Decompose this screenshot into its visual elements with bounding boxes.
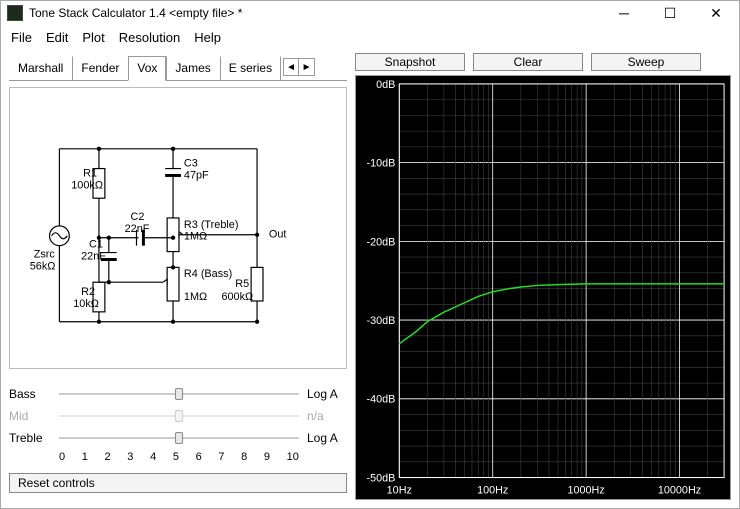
value-c2: 22nF — [125, 223, 150, 235]
tab-scroll-right[interactable]: ► — [299, 58, 315, 76]
slider-treble[interactable] — [59, 431, 299, 445]
svg-text:10Hz: 10Hz — [387, 484, 412, 496]
svg-text:-10dB: -10dB — [367, 157, 396, 169]
menu-help[interactable]: Help — [194, 30, 221, 45]
label-r2: R2 — [81, 286, 95, 298]
label-r4: R4 (Bass) — [184, 268, 232, 280]
svg-text:-20dB: -20dB — [367, 236, 396, 248]
svg-text:1000Hz: 1000Hz — [567, 484, 604, 496]
maximize-button[interactable]: ☐ — [647, 1, 693, 26]
value-zsrc: 56kΩ — [30, 260, 56, 272]
label-c2: C2 — [131, 211, 145, 223]
label-zsrc: Zsrc — [34, 248, 56, 260]
scale-tick: 2 — [105, 451, 111, 463]
scale-tick: 7 — [218, 451, 224, 463]
scale-tick: 6 — [196, 451, 202, 463]
menu-resolution[interactable]: Resolution — [119, 30, 180, 45]
scale-tick: 4 — [150, 451, 156, 463]
value-r4: 1MΩ — [184, 291, 207, 303]
left-panel: Marshall Fender Vox James E series ◄ ► — [9, 51, 347, 500]
slider-bass-label: Bass — [9, 387, 59, 401]
scale-tick: 10 — [287, 451, 299, 463]
value-r5: 600kΩ — [221, 291, 253, 303]
slider-mid-row: Mid n/a — [9, 405, 347, 427]
tab-vox[interactable]: Vox — [128, 56, 166, 81]
tab-marshall[interactable]: Marshall — [9, 56, 72, 80]
content-area: Marshall Fender Vox James E series ◄ ► — [1, 51, 739, 508]
app-icon — [7, 5, 23, 21]
value-r1: 100kΩ — [71, 179, 103, 191]
label-r3: R3 (Treble) — [184, 219, 239, 231]
window-title: Tone Stack Calculator 1.4 <empty file> * — [29, 6, 601, 20]
value-c3: 47pF — [184, 169, 209, 181]
titlebar: Tone Stack Calculator 1.4 <empty file> *… — [1, 1, 739, 26]
label-r5: R5 — [235, 278, 249, 290]
scale-tick: 8 — [241, 451, 247, 463]
right-panel: Snapshot Clear Sweep 0dB -10dB -20dB -30dB -… — [355, 51, 731, 500]
tab-scroll-left[interactable]: ◄ — [283, 58, 299, 76]
menu-plot[interactable]: Plot — [82, 30, 104, 45]
window-controls: ─ ☐ ✕ — [601, 1, 739, 26]
slider-treble-row: Treble Log A — [9, 427, 347, 449]
circuit-diagram: Zsrc 56kΩ R1 100kΩ C3 47pF C2 22nF C1 22… — [9, 87, 347, 369]
slider-bass-type: Log A — [299, 387, 347, 401]
slider-mid-type: n/a — [299, 409, 347, 423]
scale-tick: 9 — [264, 451, 270, 463]
clear-button[interactable]: Clear — [473, 53, 583, 71]
tab-fender[interactable]: Fender — [72, 56, 128, 80]
circuit-svg: Zsrc 56kΩ R1 100kΩ C3 47pF C2 22nF C1 22… — [10, 88, 346, 368]
svg-text:10000Hz: 10000Hz — [658, 484, 701, 496]
slider-treble-label: Treble — [9, 431, 59, 445]
svg-text:100Hz: 100Hz — [477, 484, 508, 496]
slider-bass[interactable] — [59, 387, 299, 401]
menubar: File Edit Plot Resolution Help — [1, 26, 739, 51]
slider-scale: 0 1 2 3 4 5 6 7 8 9 10 — [9, 451, 347, 463]
slider-bass-row: Bass Log A — [9, 383, 347, 405]
menu-file[interactable]: File — [11, 30, 32, 45]
label-out: Out — [269, 229, 287, 241]
tab-james[interactable]: James — [166, 56, 219, 80]
svg-text:0dB: 0dB — [376, 79, 395, 91]
tab-strip: Marshall Fender Vox James E series ◄ ► — [9, 55, 347, 81]
label-c3: C3 — [184, 157, 198, 169]
label-c1: C1 — [89, 238, 103, 250]
tab-eseries[interactable]: E series — [220, 56, 281, 80]
app-window: Tone Stack Calculator 1.4 <empty file> *… — [0, 0, 740, 509]
svg-text:-40dB: -40dB — [367, 394, 396, 406]
minimize-button[interactable]: ─ — [601, 1, 647, 26]
svg-text:-50dB: -50dB — [367, 472, 396, 484]
scale-tick: 3 — [127, 451, 133, 463]
sweep-button[interactable]: Sweep — [591, 53, 701, 71]
value-c1: 22nF — [81, 250, 106, 262]
scale-tick: 1 — [82, 451, 88, 463]
slider-mid-label: Mid — [9, 409, 59, 423]
value-r2: 10kΩ — [73, 298, 99, 310]
scale-tick: 5 — [173, 451, 179, 463]
scale-tick: 0 — [59, 451, 65, 463]
snapshot-button[interactable]: Snapshot — [355, 53, 465, 71]
slider-mid — [59, 409, 299, 423]
close-button[interactable]: ✕ — [693, 1, 739, 26]
svg-text:-30dB: -30dB — [367, 315, 396, 327]
tab-scroll-arrows: ◄ ► — [283, 58, 315, 76]
value-r3: 1MΩ — [184, 231, 207, 243]
slider-treble-type: Log A — [299, 431, 347, 445]
reset-button[interactable]: Reset controls — [9, 473, 347, 493]
chart-toolbar: Snapshot Clear Sweep — [355, 51, 731, 75]
menu-edit[interactable]: Edit — [46, 30, 68, 45]
sliders-group: Bass Log A Mid n/a Treble — [9, 383, 347, 463]
label-r1: R1 — [83, 167, 97, 179]
bode-chart: 0dB -10dB -20dB -30dB -40dB -50dB10Hz 100Hz 100… — [355, 75, 731, 500]
